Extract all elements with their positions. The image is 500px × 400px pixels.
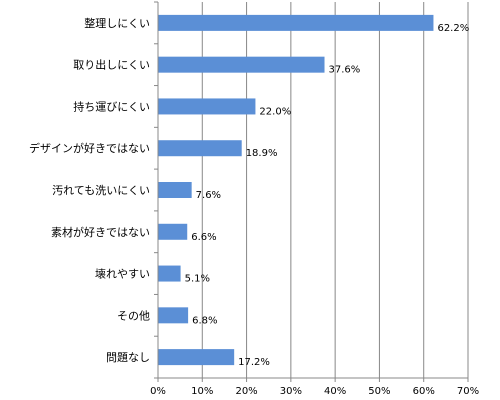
x-tick-label: 20% (235, 386, 257, 397)
x-tick-label: 0% (150, 386, 166, 397)
axes (154, 1, 469, 382)
category-label: 壊れやすい (95, 268, 150, 281)
bar (158, 182, 192, 198)
x-tick-label: 10% (191, 386, 213, 397)
category-label: 問題なし (106, 351, 150, 364)
bar (158, 307, 189, 324)
value-label: 17.2% (238, 357, 270, 368)
value-label: 6.8% (192, 315, 217, 326)
x-tick-labels: 0% 10% 20% 30% 40% 50% 60% 70% (150, 386, 479, 397)
bar (158, 98, 256, 115)
value-label: 5.1% (185, 274, 210, 285)
bar (158, 223, 188, 240)
category-label: その他 (117, 309, 150, 322)
value-label: 37.6% (329, 65, 361, 76)
bar (158, 265, 181, 282)
bars (158, 14, 434, 366)
category-label: 汚れても洗いにくい (52, 184, 150, 197)
bar (158, 349, 235, 366)
value-label: 18.9% (246, 148, 278, 159)
category-label: デザインが好きではない (29, 141, 150, 155)
x-tick-label: 60% (413, 386, 435, 397)
value-label: 62.2% (437, 23, 469, 34)
bar (158, 14, 434, 31)
category-label: 持ち運びにくい (73, 99, 150, 113)
category-labels: 整理しにくい取り出しにくい持ち運びにくいデザインが好きではない汚れても洗いにくい… (29, 16, 150, 364)
category-label: 取り出しにくい (73, 58, 150, 72)
value-labels: 62.2% 37.6% 22.0% 18.9% 7.6% 6.6% 5.1% 6.8% 17.2… (185, 23, 470, 368)
x-tick-label: 30% (280, 386, 302, 397)
bar (158, 56, 325, 73)
x-tick-label: 40% (324, 386, 346, 397)
x-tick-label: 50% (368, 386, 390, 397)
value-label: 22.0% (259, 106, 291, 117)
bar (158, 140, 242, 157)
category-label: 素材が好きではない (51, 225, 150, 239)
x-tick-label: 70% (457, 386, 479, 397)
value-label: 7.6% (196, 190, 221, 201)
category-label: 整理しにくい (84, 16, 150, 30)
value-label: 6.6% (191, 232, 216, 243)
